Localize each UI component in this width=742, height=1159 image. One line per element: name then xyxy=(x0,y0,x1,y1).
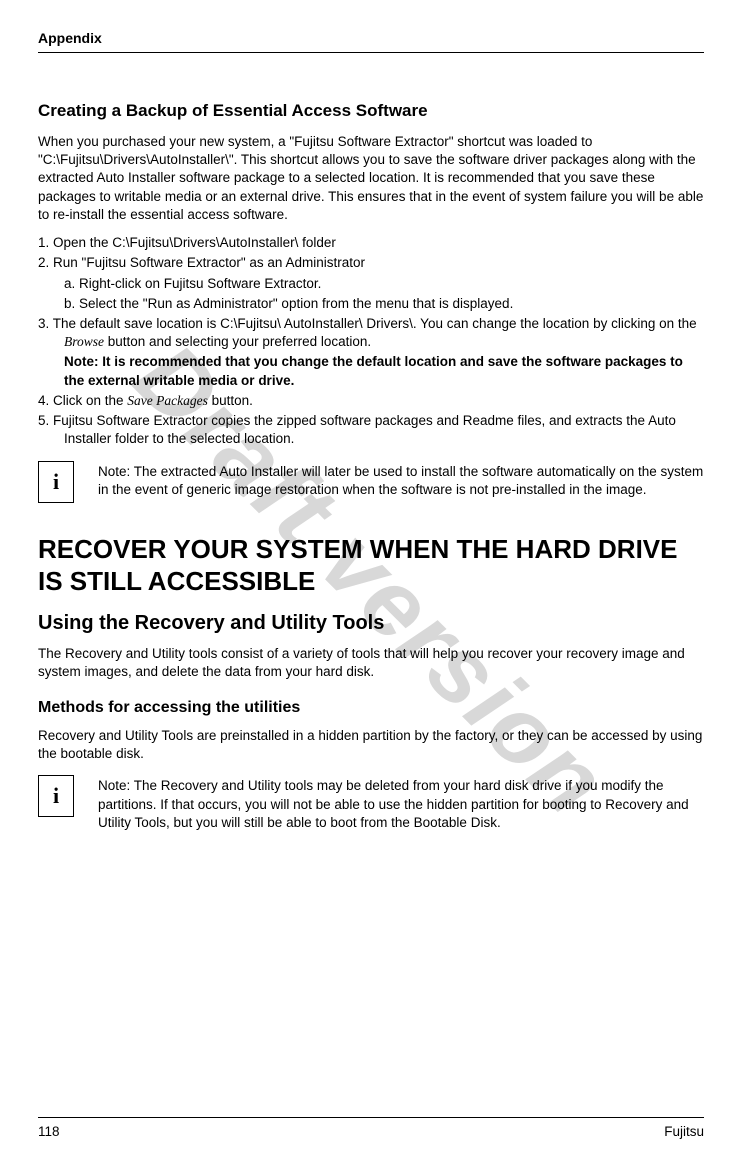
info-icon: i xyxy=(38,461,74,503)
step-2a: a. Right-click on Fujitsu Software Extra… xyxy=(38,275,704,293)
step-1: 1. Open the C:\Fujitsu\Drivers\AutoInsta… xyxy=(38,234,704,252)
step-5: 5. Fujitsu Software Extractor copies the… xyxy=(38,412,704,448)
step-4: 4. Click on the Save Packages button. xyxy=(38,392,704,410)
page-footer: 118 Fujitsu xyxy=(38,1117,704,1139)
heading-recover-system: RECOVER YOUR SYSTEM WHEN THE HARD DRIVE … xyxy=(38,533,704,598)
section-heading-backup: Creating a Backup of Essential Access So… xyxy=(38,101,704,121)
step-3-note: Note: It is recommended that you change … xyxy=(38,353,704,389)
section2-body: Recovery and Utility Tools are preinstal… xyxy=(38,727,704,763)
step-4-text-b: button. xyxy=(208,393,253,408)
step-2: 2. Run "Fujitsu Software Extractor" as a… xyxy=(38,254,704,272)
save-packages-label: Save Packages xyxy=(127,393,208,408)
step-4-text-a: 4. Click on the xyxy=(38,393,127,408)
browse-button-label: Browse xyxy=(64,334,104,349)
info-box-2: i Note: The Recovery and Utility tools m… xyxy=(38,775,704,832)
footer-divider xyxy=(38,1117,704,1118)
step-3: 3. The default save location is C:\Fujit… xyxy=(38,315,704,351)
page-content: Appendix Creating a Backup of Essential … xyxy=(38,30,704,832)
step-3-text-b: button and selecting your preferred loca… xyxy=(104,334,371,349)
section2-intro: The Recovery and Utility tools consist o… xyxy=(38,645,704,681)
heading-methods: Methods for accessing the utilities xyxy=(38,699,704,717)
section1-intro: When you purchased your new system, a "F… xyxy=(38,133,704,224)
header-divider xyxy=(38,52,704,53)
page-number: 118 xyxy=(38,1124,60,1139)
info-box-1: i Note: The extracted Auto Installer wil… xyxy=(38,461,704,503)
heading-recovery-tools: Using the Recovery and Utility Tools xyxy=(38,612,704,635)
info-note-2: Note: The Recovery and Utility tools may… xyxy=(98,775,704,832)
info-icon: i xyxy=(38,775,74,817)
step-3-text-a: 3. The default save location is C:\Fujit… xyxy=(38,316,697,331)
step-2b: b. Select the "Run as Administrator" opt… xyxy=(38,295,704,313)
info-note-1: Note: The extracted Auto Installer will … xyxy=(98,461,704,499)
header-section-title: Appendix xyxy=(38,30,704,46)
footer-row: 118 Fujitsu xyxy=(38,1124,704,1139)
footer-brand: Fujitsu xyxy=(664,1124,704,1139)
